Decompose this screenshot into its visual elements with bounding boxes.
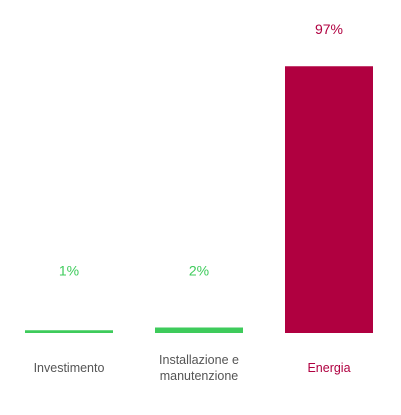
bar	[285, 66, 373, 333]
value-label: 97%	[315, 21, 343, 37]
value-label: 2%	[189, 263, 209, 279]
value-label: 1%	[59, 263, 79, 279]
bar	[155, 327, 243, 333]
x-tick-label: Energia	[307, 361, 351, 375]
x-tick-label: Installazione e manutenzione	[159, 353, 239, 383]
bar	[25, 330, 113, 333]
x-tick-label: Investimento	[33, 361, 105, 375]
